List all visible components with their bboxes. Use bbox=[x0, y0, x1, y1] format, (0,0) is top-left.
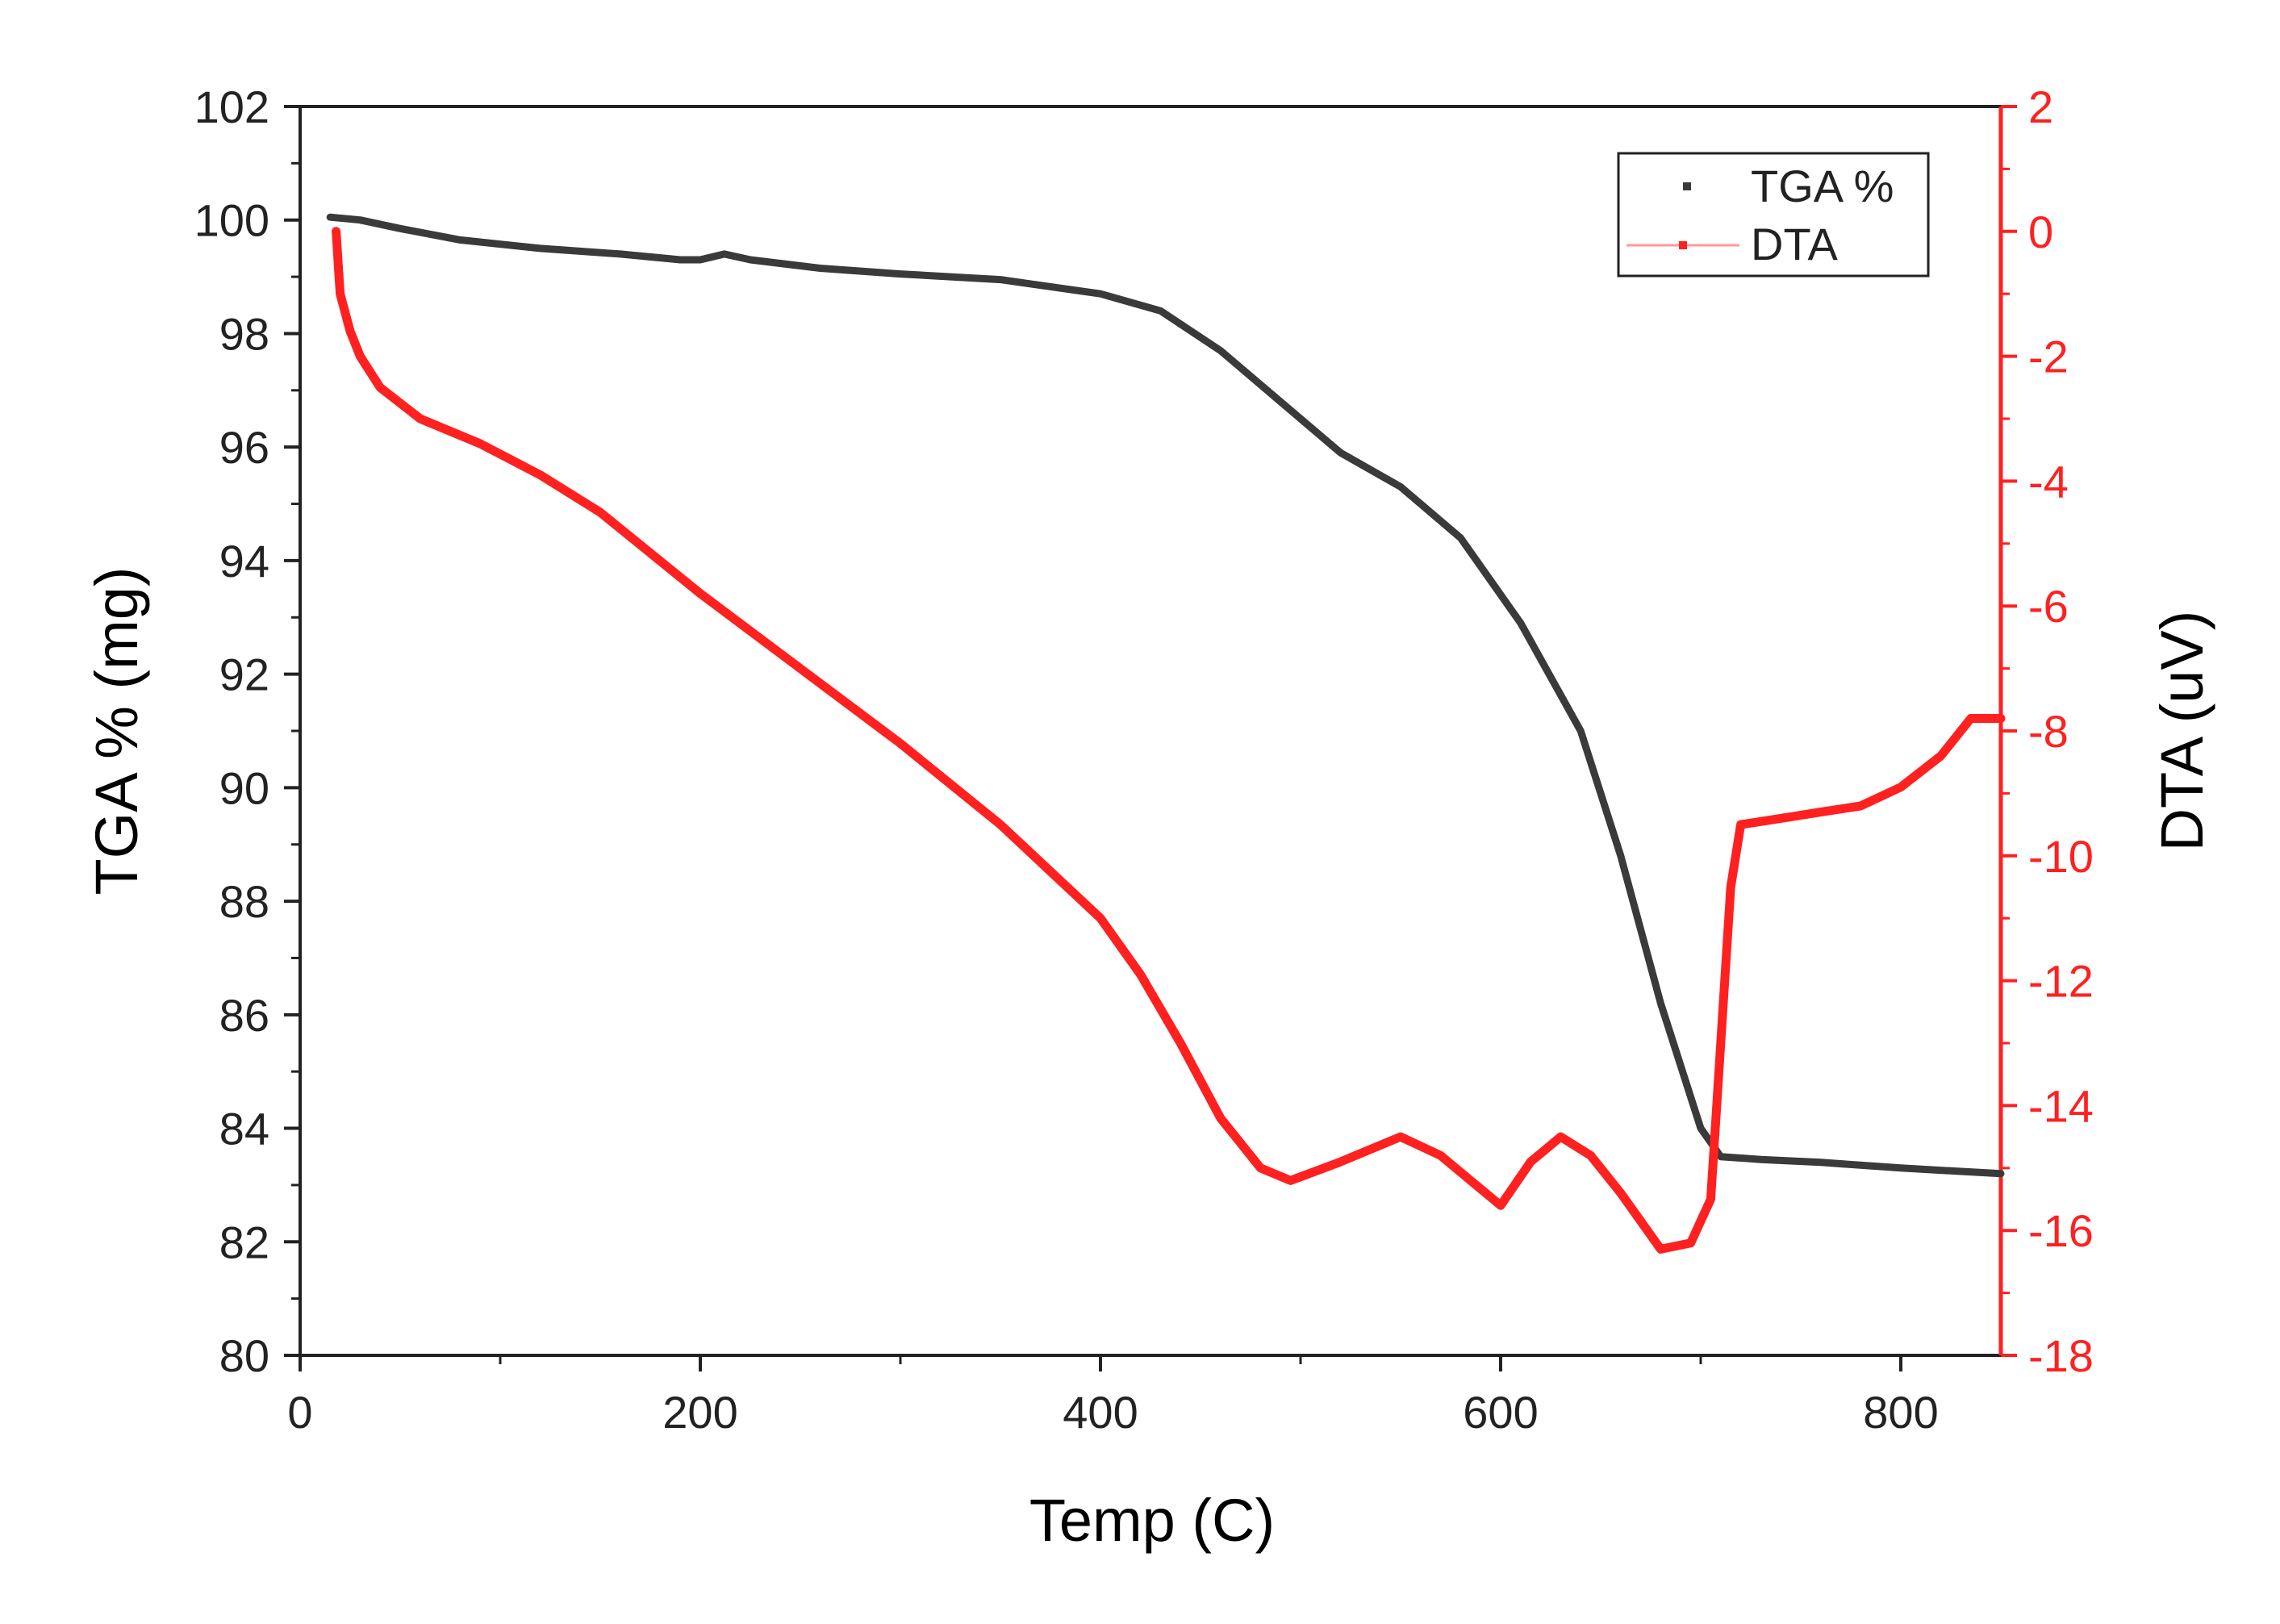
x-tick-label: 400 bbox=[1063, 1387, 1138, 1438]
x-tick-label: 0 bbox=[287, 1387, 312, 1438]
y-tick-label-right: 0 bbox=[2028, 207, 2053, 257]
series-layer bbox=[326, 213, 2006, 1254]
y-tick-label-left: 102 bbox=[194, 81, 269, 132]
y-tick-label-right: -14 bbox=[2028, 1080, 2094, 1131]
tga-series-line bbox=[326, 213, 2005, 1178]
y-tick-label-left: 86 bbox=[219, 990, 269, 1041]
y-tick-label-left: 90 bbox=[219, 762, 269, 813]
legend-marker-dta bbox=[1679, 241, 1687, 249]
x-tick-label: 800 bbox=[1863, 1387, 1938, 1438]
y-tick-label-left: 82 bbox=[219, 1217, 269, 1267]
x-tick-label: 600 bbox=[1463, 1387, 1538, 1438]
y-tick-label-left: 100 bbox=[194, 195, 269, 246]
y-tick-label-left: 94 bbox=[219, 536, 269, 587]
y-tick-label-right: -6 bbox=[2028, 581, 2069, 632]
y-tick-label-left: 98 bbox=[219, 308, 269, 359]
legend-label-tga: TGA % bbox=[1751, 161, 1894, 211]
y-tick-label-left: 88 bbox=[219, 876, 269, 927]
y-tick-label-right: -10 bbox=[2028, 831, 2094, 882]
y-tick-label-right: -16 bbox=[2028, 1205, 2094, 1256]
legend-marker-tga bbox=[1683, 182, 1691, 190]
y-tick-label-left: 84 bbox=[219, 1104, 269, 1154]
y-tick-label-right: 2 bbox=[2028, 81, 2053, 132]
y-tick-label-right: -4 bbox=[2028, 456, 2069, 507]
y-axis-title-right: DTA (uV) bbox=[2148, 611, 2215, 852]
legend: TGA % DTA bbox=[1617, 152, 1930, 278]
legend-box bbox=[1617, 152, 1930, 278]
dta-series-line bbox=[332, 227, 2006, 1254]
y-tick-label-left: 96 bbox=[219, 422, 269, 473]
y-tick-label-right: -8 bbox=[2028, 706, 2069, 757]
x-axis-title: Temp (C) bbox=[1029, 1487, 1275, 1554]
y-axis-title-left: TGA % (mg) bbox=[83, 566, 150, 895]
y-tick-label-right: -2 bbox=[2028, 332, 2069, 382]
legend-label-dta: DTA bbox=[1751, 219, 1838, 269]
x-tick-label: 200 bbox=[662, 1387, 737, 1438]
ticks-layer: 0 200 400 600 800 80 82 84 86 88 90 92 94 96 98 100 102 -… bbox=[194, 81, 2094, 1438]
y-tick-label-left: 80 bbox=[219, 1330, 269, 1381]
y-tick-label-right: -12 bbox=[2028, 956, 2094, 1007]
y-tick-label-right: -18 bbox=[2028, 1330, 2094, 1381]
y-tick-label-left: 92 bbox=[219, 649, 269, 700]
